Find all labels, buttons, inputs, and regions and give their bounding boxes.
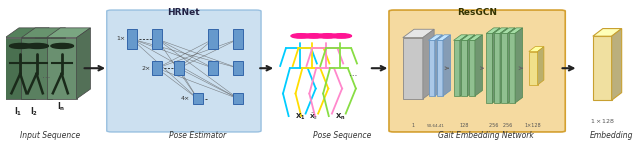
Text: 256   256: 256 256 (489, 123, 512, 128)
Text: Input Sequence: Input Sequence (20, 130, 81, 139)
Polygon shape (5, 38, 35, 99)
Polygon shape (22, 38, 52, 99)
Text: Pose Estimator: Pose Estimator (169, 130, 227, 139)
Text: $\mathbf{X_n}$: $\mathbf{X_n}$ (335, 112, 346, 122)
Text: $\bar{\mathbf{X}}_2$: $\bar{\mathbf{X}}_2$ (309, 112, 318, 122)
Polygon shape (35, 28, 49, 99)
Text: 128: 128 (460, 123, 469, 128)
Bar (127, 29, 137, 49)
Polygon shape (475, 35, 483, 96)
Bar (234, 29, 243, 49)
Polygon shape (486, 33, 493, 103)
Polygon shape (77, 28, 90, 99)
Polygon shape (593, 29, 621, 36)
Polygon shape (423, 29, 434, 99)
Polygon shape (509, 28, 523, 33)
Polygon shape (403, 29, 434, 38)
Polygon shape (468, 35, 483, 40)
Circle shape (51, 43, 74, 48)
Polygon shape (461, 40, 467, 96)
Polygon shape (436, 35, 451, 40)
Text: 50,64,41: 50,64,41 (426, 124, 444, 128)
Text: 1×: 1× (116, 36, 125, 41)
Polygon shape (529, 47, 544, 52)
Circle shape (10, 43, 32, 48)
Polygon shape (538, 47, 544, 85)
Polygon shape (501, 33, 508, 103)
Bar (152, 29, 162, 49)
Text: Pose Sequence: Pose Sequence (313, 130, 371, 139)
Polygon shape (493, 28, 500, 103)
Polygon shape (500, 28, 508, 103)
Polygon shape (429, 40, 435, 96)
Polygon shape (47, 38, 77, 99)
Text: 1: 1 (412, 123, 414, 128)
Text: $\mathbf{I_1}$: $\mathbf{I_1}$ (13, 105, 22, 118)
Text: $\mathbf{X_1}$: $\mathbf{X_1}$ (294, 112, 305, 122)
Polygon shape (468, 40, 475, 96)
Polygon shape (529, 52, 538, 85)
Polygon shape (436, 40, 443, 96)
Bar (209, 61, 218, 75)
Text: Gait Embedding Network: Gait Embedding Network (438, 130, 534, 139)
Polygon shape (47, 28, 90, 38)
Polygon shape (5, 28, 49, 38)
Circle shape (317, 34, 338, 38)
Text: $\mathbf{I_2}$: $\mathbf{I_2}$ (30, 105, 38, 118)
Polygon shape (461, 35, 475, 40)
Polygon shape (443, 35, 451, 96)
Polygon shape (435, 35, 442, 96)
Polygon shape (493, 28, 508, 33)
Bar (234, 61, 243, 75)
Bar (152, 61, 162, 75)
Circle shape (26, 43, 49, 48)
Polygon shape (493, 33, 500, 103)
Polygon shape (454, 40, 460, 96)
Polygon shape (467, 35, 475, 96)
Text: 1×128: 1×128 (525, 123, 541, 128)
Polygon shape (460, 35, 467, 96)
FancyBboxPatch shape (389, 10, 565, 132)
Text: $1 \times 128$: $1 \times 128$ (589, 117, 615, 125)
Circle shape (303, 34, 324, 38)
Text: 2×: 2× (141, 66, 150, 71)
Text: 4×: 4× (180, 96, 190, 101)
Text: HRNet: HRNet (168, 8, 200, 17)
Text: Embedding: Embedding (590, 130, 634, 139)
Bar (209, 29, 218, 49)
Polygon shape (486, 28, 500, 33)
Text: $\cdots$: $\cdots$ (348, 69, 357, 78)
Text: $\cdots$: $\cdots$ (41, 71, 51, 80)
Polygon shape (509, 33, 515, 103)
Bar (234, 93, 243, 104)
Text: ResGCN: ResGCN (457, 8, 497, 17)
Circle shape (291, 34, 311, 38)
Polygon shape (612, 29, 621, 100)
Polygon shape (593, 36, 612, 100)
Polygon shape (508, 28, 515, 103)
Polygon shape (515, 28, 523, 103)
Polygon shape (501, 28, 515, 33)
Polygon shape (429, 35, 442, 40)
Bar (174, 61, 184, 75)
Polygon shape (454, 35, 467, 40)
Polygon shape (52, 28, 65, 99)
Bar (193, 93, 203, 104)
FancyBboxPatch shape (107, 10, 261, 132)
Circle shape (331, 34, 351, 38)
Polygon shape (403, 38, 423, 99)
Text: $\mathbf{I_n}$: $\mathbf{I_n}$ (58, 101, 66, 113)
Polygon shape (22, 28, 65, 38)
